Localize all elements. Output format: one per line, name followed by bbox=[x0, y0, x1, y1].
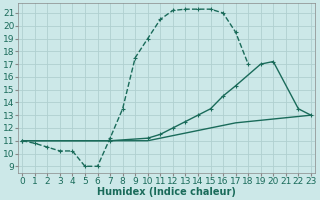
X-axis label: Humidex (Indice chaleur): Humidex (Indice chaleur) bbox=[97, 187, 236, 197]
